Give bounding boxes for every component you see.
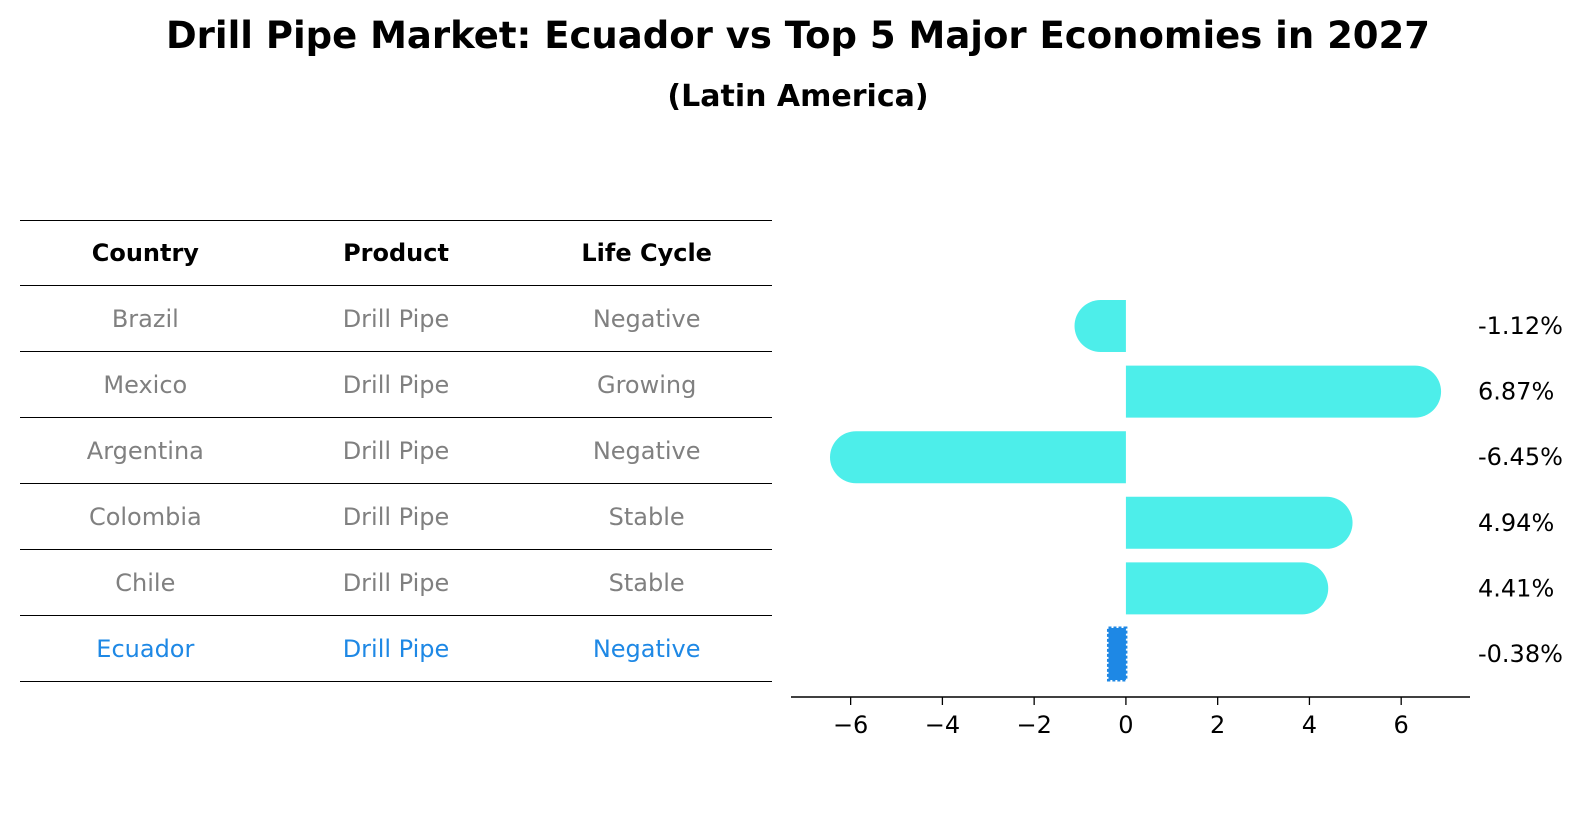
bar-mexico [1125, 365, 1442, 418]
table-row: Chile Drill Pipe Stable [20, 550, 772, 616]
value-label: -1.12% [1478, 312, 1563, 340]
country-cell: Argentina [86, 436, 204, 465]
bar-argentina [829, 431, 1126, 484]
country-cell: Brazil [111, 304, 179, 333]
product-cell: Drill Pipe [342, 634, 450, 663]
product-cell: Drill Pipe [342, 568, 450, 597]
life-cycle-cell: Stable [608, 568, 685, 597]
header-product: Product [343, 239, 449, 267]
x-tick-label: 0 [1118, 711, 1133, 739]
bar-highlight-ecuador [1106, 626, 1128, 682]
value-label: -0.38% [1478, 640, 1563, 668]
header-country: Country [91, 239, 199, 267]
product-cell: Drill Pipe [342, 502, 450, 531]
x-tick-label: −4 [925, 711, 960, 739]
chart-subtitle: (Latin America) [667, 79, 929, 114]
chart-title: Drill Pipe Market: Ecuador vs Top 5 Majo… [165, 14, 1431, 57]
life-cycle-cell: Stable [608, 502, 685, 531]
header-life-cycle: Life Cycle [581, 239, 712, 267]
x-tick-label: 2 [1210, 711, 1225, 739]
x-tick-label: 6 [1394, 711, 1409, 739]
product-cell: Drill Pipe [342, 436, 450, 465]
life-cycle-cell: Growing [596, 370, 697, 399]
x-tick-label: 4 [1302, 711, 1317, 739]
country-cell: Ecuador [96, 634, 195, 663]
product-cell: Drill Pipe [342, 304, 450, 333]
market-table: Country Product Life Cycle Brazil Drill … [20, 220, 772, 682]
bar-brazil [1074, 300, 1126, 352]
bar-colombia [1125, 496, 1353, 549]
value-label: -6.45% [1478, 443, 1563, 471]
table-row: Brazil Drill Pipe Negative [20, 286, 772, 352]
table-row-highlight: Ecuador Drill Pipe Negative [20, 616, 772, 682]
value-label: 4.41% [1478, 574, 1554, 602]
country-cell: Mexico [103, 370, 188, 399]
country-cell: Colombia [88, 502, 202, 531]
x-tick-label: −6 [833, 711, 868, 739]
table-row: Mexico Drill Pipe Growing [20, 352, 772, 418]
x-tick-label: −2 [1016, 711, 1051, 739]
life-cycle-cell: Negative [592, 304, 701, 333]
life-cycle-cell: Negative [592, 436, 701, 465]
bar-chile [1125, 562, 1329, 615]
product-cell: Drill Pipe [342, 370, 450, 399]
table-row: Argentina Drill Pipe Negative [20, 418, 772, 484]
country-cell: Chile [115, 568, 176, 597]
table-header-row: Country Product Life Cycle [20, 220, 772, 286]
value-label: 6.87% [1478, 378, 1554, 406]
life-cycle-cell: Negative [592, 634, 701, 663]
value-label: 4.94% [1478, 509, 1554, 537]
table-row: Colombia Drill Pipe Stable [20, 484, 772, 550]
